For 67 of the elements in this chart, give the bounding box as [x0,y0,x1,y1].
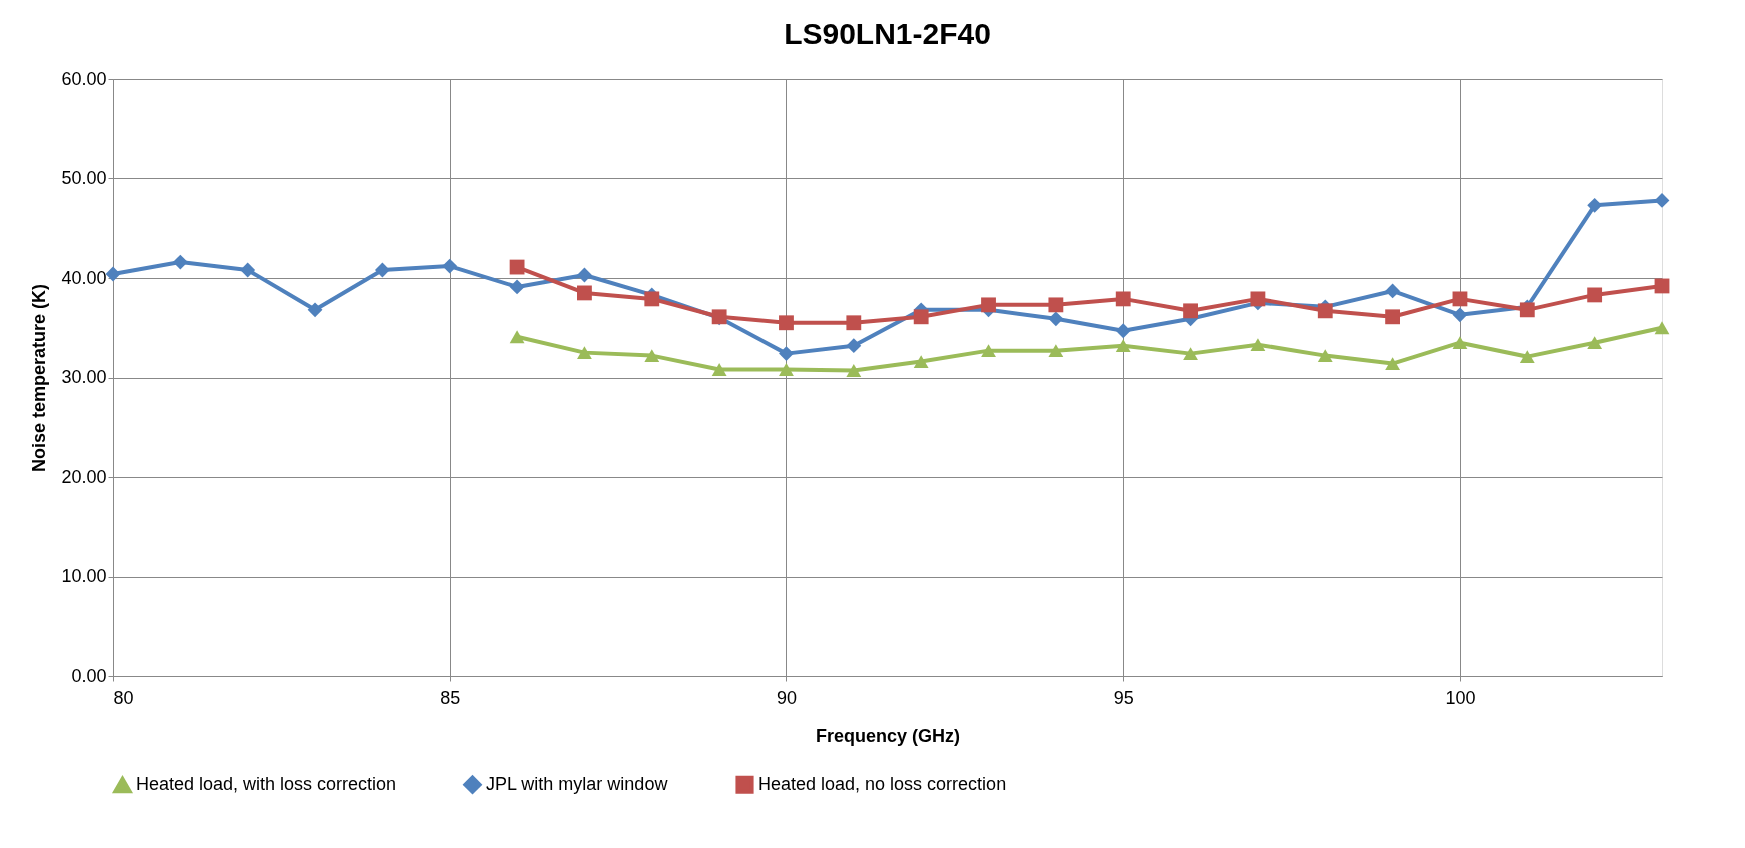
point [1519,350,1535,364]
point [509,259,525,275]
point [1250,291,1266,307]
point [509,279,525,295]
point [913,355,929,368]
point [1048,311,1064,327]
point [1183,303,1198,319]
point [779,363,794,376]
point [1385,309,1401,325]
x-tick-label: 85 [440,687,461,708]
point [1587,287,1603,303]
point [981,344,996,358]
point [913,309,929,325]
point [1048,344,1064,358]
point [846,364,862,377]
legend-label: Heated load, no loss correction [758,773,1007,794]
point [307,302,323,318]
point [172,254,188,270]
point [1317,349,1333,363]
point [779,346,794,362]
point [779,315,794,331]
chart-title: LS90LN1-2F40 [784,17,991,50]
y-tick-label: 40.00 [61,267,107,288]
point [1587,336,1603,350]
legend-label: Heated load, with loss correction [136,774,397,795]
point [1048,297,1064,313]
point [240,262,256,278]
point [644,291,660,307]
point [1452,336,1468,350]
x-tick-label: 95 [1113,687,1134,708]
point [1250,338,1266,352]
point [1452,307,1468,323]
point [846,338,862,354]
point [577,285,592,301]
x-tick-label: 100 [1445,687,1476,708]
point [1317,303,1333,319]
point [981,297,996,313]
y-tick-label: 60.00 [61,68,107,89]
x-tick-label: 90 [776,687,797,708]
point [105,266,121,282]
legend-label: JPL with mylar window [486,773,669,794]
point [374,262,390,278]
point [1385,283,1401,299]
point [1654,192,1670,208]
point [711,363,727,376]
point [644,349,660,363]
point [1115,339,1131,353]
point [1385,357,1401,370]
point [509,330,525,344]
point [846,315,862,331]
point [577,346,592,360]
x-axis-title: Frequency (GHz) [815,725,961,746]
y-tick-label: 50.00 [61,168,107,188]
point [1183,347,1198,361]
point [1115,291,1131,307]
y-tick-label: 20.00 [61,466,107,487]
y-tick-label: 30.00 [61,367,107,387]
point [1654,321,1670,335]
y-axis-title: Noise temperature (K) [29,283,50,473]
point [1115,323,1131,339]
y-tick-label: 10.00 [61,566,107,586]
y-tick-label: 0.00 [71,665,107,686]
x-tick-label: 80 [113,687,134,708]
point [442,258,458,274]
point [1452,291,1468,307]
point [577,267,592,283]
point [1587,197,1603,213]
